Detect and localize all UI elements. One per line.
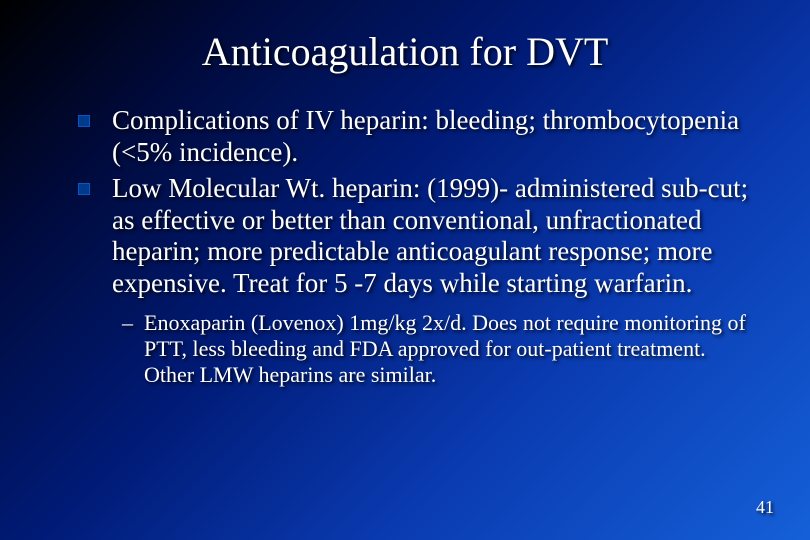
slide-title-text: Anticoagulation for DVT bbox=[202, 29, 609, 74]
page-number: 41 bbox=[756, 497, 774, 518]
square-bullet-icon bbox=[78, 183, 90, 195]
slide-title: Anticoagulation for DVT bbox=[60, 28, 750, 75]
list-item: Low Molecular Wt. heparin: (1999)- admin… bbox=[70, 173, 750, 300]
square-bullet-icon bbox=[78, 115, 90, 127]
sub-bullet-list: – Enoxaparin (Lovenox) 1mg/kg 2x/d. Does… bbox=[60, 310, 750, 388]
bullet-text: Complications of IV heparin: bleeding; t… bbox=[112, 105, 739, 167]
dash-bullet-icon: – bbox=[122, 310, 133, 336]
sub-bullet-text: Enoxaparin (Lovenox) 1mg/kg 2x/d. Does n… bbox=[144, 310, 746, 387]
list-item: – Enoxaparin (Lovenox) 1mg/kg 2x/d. Does… bbox=[122, 310, 750, 388]
bullet-list: Complications of IV heparin: bleeding; t… bbox=[60, 105, 750, 300]
list-item: Complications of IV heparin: bleeding; t… bbox=[70, 105, 750, 169]
bullet-text: Low Molecular Wt. heparin: (1999)- admin… bbox=[112, 173, 748, 299]
